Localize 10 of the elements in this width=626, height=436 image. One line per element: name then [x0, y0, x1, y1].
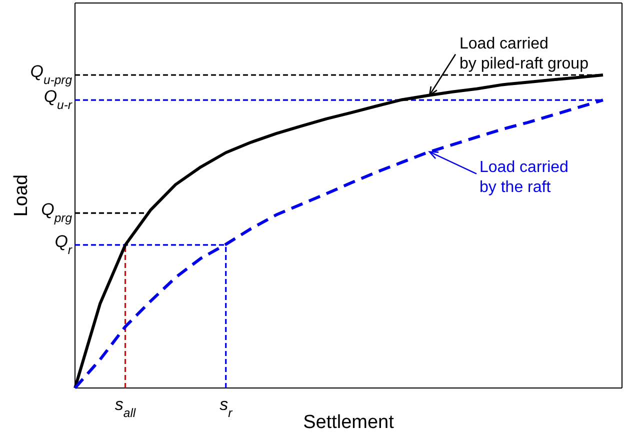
ref-line-label: Q$_{r}$ — [54, 232, 73, 257]
ref-line-label: Q$_{prg}$ — [41, 200, 72, 226]
annotation: Load carried by the raft — [480, 158, 568, 196]
y-axis-title: Load — [11, 174, 32, 217]
x-axis-title: Settlement — [303, 412, 395, 433]
text: Load carried by piled-raft group — [460, 35, 589, 72]
x-tick-label: s$_{all}$ — [114, 395, 136, 420]
ref-line-label: Q$_{u-prg}$ — [30, 62, 72, 87]
ref-line-label: Q$_{u-r}$ — [44, 87, 73, 112]
x-tick-label: s$_{r}$ — [220, 395, 234, 420]
